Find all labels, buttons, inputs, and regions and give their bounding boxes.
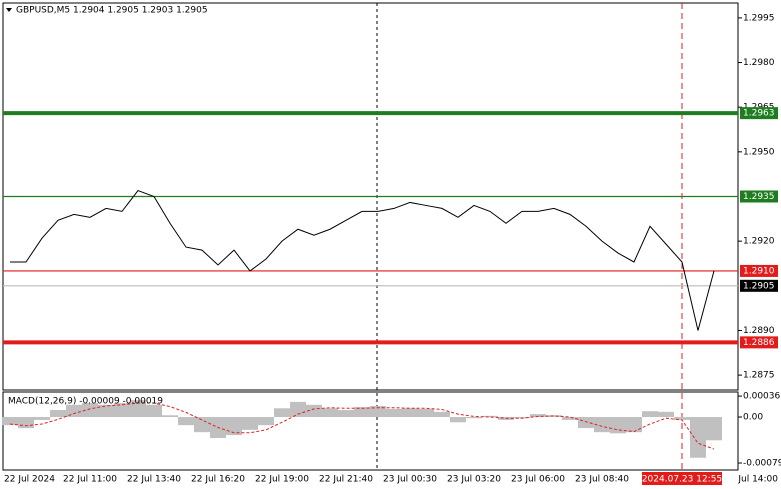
macd-bar — [594, 417, 610, 433]
y-tick-label: 1.2920 — [743, 237, 775, 247]
macd-bar — [402, 408, 418, 418]
macd-bar — [322, 408, 338, 418]
macd-bar — [194, 417, 210, 433]
macd-bar — [642, 411, 658, 418]
macd-bar — [482, 415, 498, 418]
x-tick-label: 22 Jul 2024 — [4, 475, 55, 485]
macd-bar — [226, 417, 242, 436]
x-tick-label: 22 Jul 19:00 — [255, 475, 309, 485]
x-tick-label: 22 Jul 13:40 — [127, 475, 181, 485]
chart-title: GBPUSD,M5 1.2904 1.2905 1.2903 1.2905 — [16, 6, 208, 16]
level-label-box — [740, 264, 778, 277]
x-tick-label: 22 Jul 21:40 — [319, 475, 373, 485]
macd-bar — [450, 417, 466, 423]
macd-bar — [114, 403, 130, 418]
macd-bar — [370, 405, 386, 418]
level-label: 1.2910 — [743, 266, 775, 276]
symbol-arrow — [6, 8, 12, 12]
macd-bar — [178, 417, 194, 426]
macd-bar — [50, 410, 66, 418]
macd-bar — [690, 417, 706, 458]
y-tick-label: 0.00 — [743, 413, 763, 423]
level-label-box — [740, 107, 778, 120]
level-label: 1.2886 — [743, 338, 775, 348]
macd-bar — [562, 417, 578, 420]
price-line — [10, 189, 715, 331]
macd-bar — [82, 403, 98, 418]
macd-bar — [674, 417, 690, 420]
x-tick-label: 23 Jul 03:20 — [447, 475, 501, 485]
x-tick-label: 22 Jul 16:20 — [191, 475, 245, 485]
level-label-box — [740, 190, 778, 203]
level-label: 1.2905 — [743, 281, 775, 291]
macd-bar — [306, 404, 322, 418]
macd-bar — [130, 400, 146, 418]
level-label-box — [740, 279, 778, 292]
macd-bar — [530, 414, 546, 418]
level-label-box — [740, 336, 778, 349]
macd-bar — [290, 401, 306, 418]
macd-bar — [658, 411, 674, 418]
macd-bar — [338, 410, 354, 418]
x-tick-label: Jul 14:00 — [737, 475, 778, 485]
macd-bar — [626, 417, 642, 433]
y-tick-label: 0.00036 — [743, 392, 780, 402]
y-tick-label: 1.2980 — [743, 58, 775, 68]
macd-bar — [434, 411, 450, 418]
macd-bar — [386, 408, 402, 418]
macd-bar — [466, 417, 482, 419]
macd-bar — [242, 417, 258, 430]
macd-bar — [610, 417, 626, 434]
macd-bar — [146, 404, 162, 418]
level-label: 1.2935 — [743, 192, 775, 202]
macd-bar — [162, 415, 178, 418]
x-tick-label: 2024.07.23 12:55 — [642, 475, 722, 485]
macd-bar — [546, 415, 562, 418]
macd-bar — [354, 407, 370, 418]
y-tick-label: 1.2890 — [743, 326, 775, 336]
x-label-highlight — [642, 472, 722, 485]
macd-title: MACD(12,26,9) -0.00009 -0.00019 — [8, 397, 163, 407]
level-label: 1.2963 — [743, 109, 775, 119]
x-tick-label: 23 Jul 00:30 — [383, 475, 437, 485]
macd-bar — [274, 408, 290, 418]
macd-bar — [706, 417, 722, 441]
y-tick-label: 1.2875 — [743, 371, 775, 381]
y-tick-label: 1.2995 — [743, 13, 775, 23]
x-tick-label: 23 Jul 06:00 — [511, 475, 565, 485]
y-tick-label: -0.00079 — [743, 459, 781, 469]
macd-bar — [258, 417, 274, 426]
macd-bar — [98, 404, 114, 418]
x-tick-label: 22 Jul 11:00 — [63, 475, 117, 485]
macd-bar — [66, 404, 82, 418]
macd-bar — [514, 417, 530, 419]
macd-bar — [418, 408, 434, 418]
macd-bar — [18, 417, 34, 429]
macd-bar — [2, 417, 18, 426]
y-tick-label: 1.2950 — [743, 147, 775, 157]
signal-line — [9, 402, 715, 450]
x-tick-label: 23 Jul 08:40 — [575, 475, 629, 485]
macd-bar — [578, 417, 594, 429]
macd-bar — [34, 417, 50, 420]
